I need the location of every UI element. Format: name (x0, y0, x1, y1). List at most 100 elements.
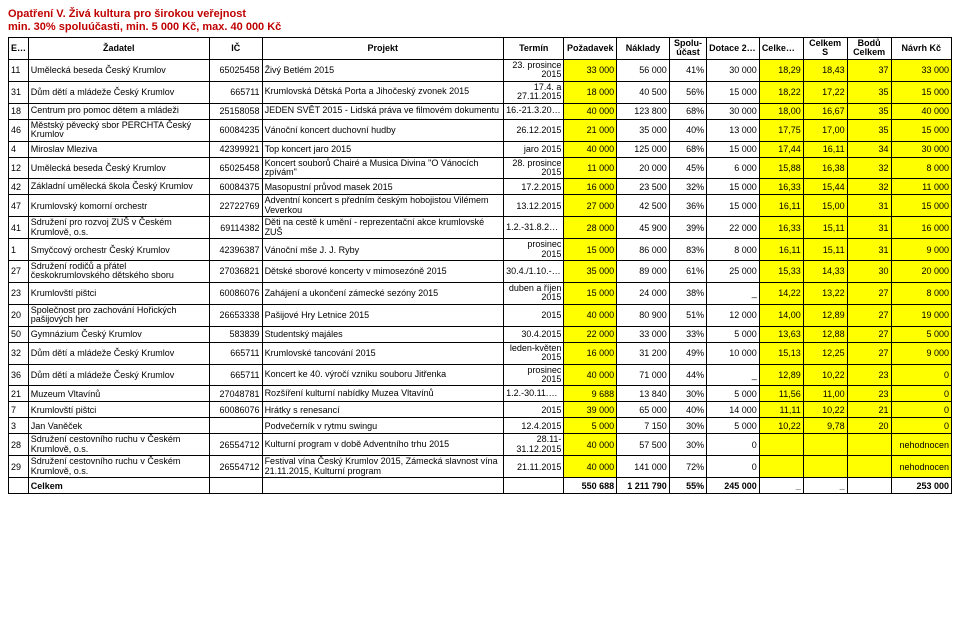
cell-ev: 21 (9, 386, 29, 402)
cell-dotace: 25 000 (707, 261, 760, 283)
cell-termin: 21.11.2015 (504, 456, 564, 478)
cell-ic: 27036821 (209, 261, 262, 283)
cell-bodu (847, 434, 891, 456)
grants-table: Ev.č. Žadatel IČ Projekt Termín Požadave… (8, 37, 952, 494)
cell-zadatel: Gymnázium Český Krumlov (28, 326, 209, 342)
cell-celkem-s: 11,00 (803, 386, 847, 402)
cell-ev: 4 (9, 141, 29, 157)
cell-celkem-o: 18,00 (759, 103, 803, 119)
col-ic: IČ (209, 38, 262, 60)
cell-total-ev (9, 478, 29, 494)
cell-navrh: 8 000 (891, 157, 951, 179)
cell-navrh: 30 000 (891, 141, 951, 157)
cell-zadatel: Dům dětí a mládeže Český Krumlov (28, 81, 209, 103)
cell-navrh: nehodnocen (891, 434, 951, 456)
cell-spoluucast: 40% (669, 119, 706, 141)
cell-navrh: 5 000 (891, 326, 951, 342)
cell-ev: 3 (9, 418, 29, 434)
cell-celkem-o: 17,75 (759, 119, 803, 141)
cell-celkem-o (759, 434, 803, 456)
table-row: 4Miroslav Mleziva42399921Top koncert jar… (9, 141, 952, 157)
cell-termin: 2015 (504, 402, 564, 418)
cell-pozadavek: 15 000 (564, 282, 617, 304)
cell-spoluucast: 40% (669, 402, 706, 418)
cell-zadatel: Dům dětí a mládeže Český Krumlov (28, 342, 209, 364)
table-row: 42Základní umělecká škola Český Krumlov6… (9, 179, 952, 195)
cell-bodu: 35 (847, 81, 891, 103)
cell-termin: 26.12.2015 (504, 119, 564, 141)
cell-navrh: 0 (891, 364, 951, 386)
cell-ev: 42 (9, 179, 29, 195)
cell-naklady: 7 150 (617, 418, 670, 434)
cell-celkem-s: 16,67 (803, 103, 847, 119)
cell-bodu: 27 (847, 326, 891, 342)
cell-celkem-s (803, 434, 847, 456)
cell-bodu: 30 (847, 261, 891, 283)
table-row: 47Krumlovský komorní orchestr22722769Adv… (9, 195, 952, 217)
cell-celkem-s (803, 456, 847, 478)
cell-celkem-s: 16,11 (803, 141, 847, 157)
cell-spoluucast: 68% (669, 103, 706, 119)
cell-projekt: Děti na cestě k umění - reprezentační ak… (262, 217, 504, 239)
cell-zadatel: Krumlovští pištci (28, 402, 209, 418)
cell-naklady: 40 500 (617, 81, 670, 103)
page-title: Opatření V. Živá kultura pro širokou veř… (8, 8, 952, 20)
cell-termin: 16.-21.3.2015 (504, 103, 564, 119)
cell-spoluucast: 33% (669, 326, 706, 342)
cell-ic: 665711 (209, 364, 262, 386)
cell-termin: 1.2.-31.8.2015 (504, 217, 564, 239)
table-row: 31Dům dětí a mládeže Český Krumlov665711… (9, 81, 952, 103)
cell-zadatel: Dům dětí a mládeže Český Krumlov (28, 364, 209, 386)
cell-navrh: 19 000 (891, 304, 951, 326)
cell-total-bc (847, 478, 891, 494)
cell-termin: 28.11-31.12.2015 (504, 434, 564, 456)
cell-naklady: 123 800 (617, 103, 670, 119)
cell-navrh: 0 (891, 386, 951, 402)
table-row: 41Sdružení pro rozvoj ZUŠ v Českém Kruml… (9, 217, 952, 239)
cell-bodu: 31 (847, 195, 891, 217)
cell-celkem-o: 16,33 (759, 179, 803, 195)
table-row: 1Smyčcový orchestr Český Krumlov42396387… (9, 239, 952, 261)
cell-spoluucast: 51% (669, 304, 706, 326)
cell-projekt: Masopustní průvod masek 2015 (262, 179, 504, 195)
cell-ic: 69114382 (209, 217, 262, 239)
cell-projekt: Vánoční koncert duchovní hudby (262, 119, 504, 141)
cell-termin: 2015 (504, 304, 564, 326)
cell-celkem-o: 12,89 (759, 364, 803, 386)
cell-navrh: 20 000 (891, 261, 951, 283)
page-subtitle: min. 30% spoluúčasti, min. 5 000 Kč, max… (8, 21, 952, 33)
cell-naklady: 65 000 (617, 402, 670, 418)
cell-ic: 665711 (209, 81, 262, 103)
cell-spoluucast: 41% (669, 59, 706, 81)
cell-spoluucast: 32% (669, 179, 706, 195)
cell-naklady: 71 000 (617, 364, 670, 386)
cell-naklady: 13 840 (617, 386, 670, 402)
cell-spoluucast: 49% (669, 342, 706, 364)
col-pozadavek: Požadavek (564, 38, 617, 60)
cell-celkem-s: 10,22 (803, 364, 847, 386)
table-row: 11Umělecká beseda Český Krumlov65025458Ž… (9, 59, 952, 81)
cell-termin: 30.4.2015 (504, 326, 564, 342)
cell-pozadavek: 39 000 (564, 402, 617, 418)
cell-ic: 42396387 (209, 239, 262, 261)
cell-zadatel: Miroslav Mleziva (28, 141, 209, 157)
table-row: 32Dům dětí a mládeže Český Krumlov665711… (9, 342, 952, 364)
cell-termin: 17.2.2015 (504, 179, 564, 195)
col-celkem-s: Celkem S (803, 38, 847, 60)
cell-navrh: 15 000 (891, 119, 951, 141)
cell-ev: 31 (9, 81, 29, 103)
cell-termin: 23. prosince 2015 (504, 59, 564, 81)
cell-ev: 7 (9, 402, 29, 418)
cell-celkem-o: 14,22 (759, 282, 803, 304)
cell-pozadavek: 40 000 (564, 304, 617, 326)
col-naklady: Náklady (617, 38, 670, 60)
cell-projekt: JEDEN SVĚT 2015 - Lidská práva ve filmov… (262, 103, 504, 119)
cell-dotace: 8 000 (707, 239, 760, 261)
cell-dotace: 30 000 (707, 59, 760, 81)
cell-naklady: 80 900 (617, 304, 670, 326)
cell-celkem-s: 12,88 (803, 326, 847, 342)
cell-zadatel: Sdružení rodičů a přátel českokrumlovské… (28, 261, 209, 283)
cell-bodu: 32 (847, 157, 891, 179)
cell-naklady: 42 500 (617, 195, 670, 217)
cell-celkem-s: 18,43 (803, 59, 847, 81)
